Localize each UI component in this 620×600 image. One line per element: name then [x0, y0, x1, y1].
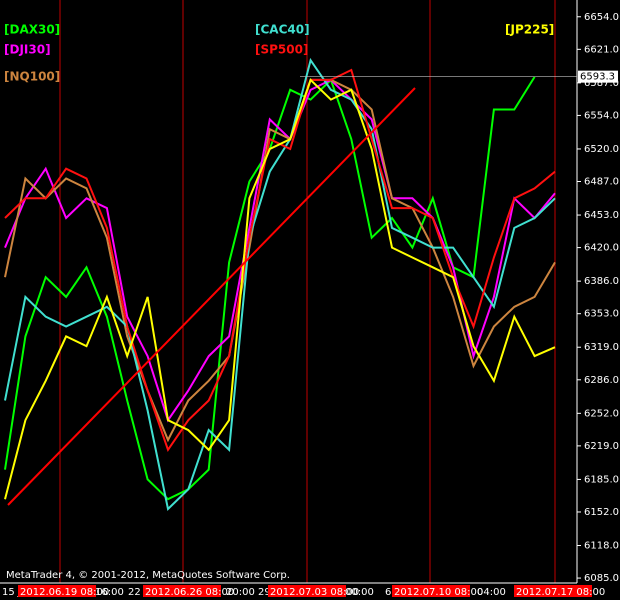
series-line: [4, 78, 556, 500]
y-tick-label: 6319.0: [584, 342, 619, 353]
series-line: [4, 78, 556, 443]
y-tick-label: 6353.0: [584, 309, 619, 320]
series-line: [4, 57, 556, 511]
y-tick-label: 6286.0: [584, 375, 619, 386]
y-tick-label: 6152.0: [584, 507, 619, 518]
time-label-box: [514, 585, 592, 597]
x-tick-label: 00:00: [345, 587, 374, 598]
y-tick-label: 6520.0: [584, 144, 619, 155]
x-tick-label: 15 J: [2, 587, 21, 598]
x-tick-label: 2012.07.17 08:00: [516, 587, 605, 598]
y-tick-label: 6654.0: [584, 12, 619, 23]
x-tick-label: 2012.07.10 08:00: [394, 587, 483, 598]
x-tick-label: 29: [258, 587, 271, 598]
y-tick-label: 6386.0: [584, 276, 619, 287]
time-label-box: [143, 585, 221, 597]
y-tick-label: 6185.0: [584, 474, 619, 485]
x-tick-label: 22: [128, 587, 141, 598]
current-price-label: 6593.3: [580, 72, 615, 83]
x-tick-label: 20:00: [226, 587, 255, 598]
time-label-box: [18, 585, 96, 597]
y-tick-label: 6621.0: [584, 44, 619, 55]
x-tick-label: 6: [385, 587, 391, 598]
copyright: MetaTrader 4, © 2001-2012, MetaQuotes So…: [6, 570, 290, 581]
x-tick-label: 04:00: [477, 587, 506, 598]
y-tick-label: 6453.0: [584, 210, 619, 221]
legend-entry: [DJI30]: [4, 43, 51, 57]
current-price-box: [578, 70, 618, 83]
legend-entry: [NQ100]: [4, 70, 60, 84]
trend-line: [7, 87, 416, 506]
y-tick-label: 6118.0: [584, 541, 619, 552]
legend-entry: [CAC40]: [255, 23, 310, 37]
y-tick-label: 6252.0: [584, 408, 619, 419]
x-tick-label: 16:00: [95, 587, 124, 598]
legend-entry: [SP500]: [255, 43, 308, 57]
y-tick-label: 6487.0: [584, 177, 619, 188]
y-tick-label: 6085.0: [584, 573, 619, 584]
x-tick-label: 2012.06.19 08:00: [20, 587, 109, 598]
time-label-box: [392, 585, 470, 597]
y-tick-label: 6420.0: [584, 243, 619, 254]
y-tick-label: 6554.0: [584, 110, 619, 121]
x-tick-label: 2012.06.26 08:00: [145, 587, 234, 598]
time-label-box: [268, 585, 346, 597]
y-tick-label: 6219.0: [584, 441, 619, 452]
x-tick-label: 2012.07.03 08:00: [270, 587, 359, 598]
y-tick-label: 6587.0: [584, 78, 619, 89]
legend-entry: [DAX30]: [4, 23, 60, 37]
legend-entry: [JP225]: [505, 23, 554, 37]
